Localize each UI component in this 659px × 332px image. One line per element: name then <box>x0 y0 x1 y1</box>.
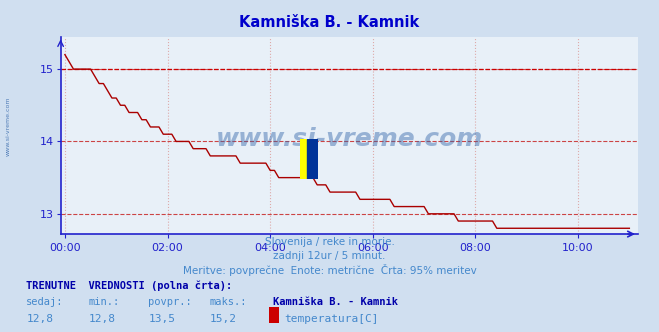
Text: min.:: min.: <box>89 297 120 307</box>
Text: temperatura[C]: temperatura[C] <box>285 314 379 324</box>
Text: 12,8: 12,8 <box>89 314 116 324</box>
Text: povpr.:: povpr.: <box>148 297 192 307</box>
Polygon shape <box>307 139 318 179</box>
Text: Slovenija / reke in morje.: Slovenija / reke in morje. <box>264 237 395 247</box>
Text: 12,8: 12,8 <box>26 314 53 324</box>
Text: www.si-vreme.com: www.si-vreme.com <box>215 127 483 151</box>
Text: Kamniška B. - Kamnik: Kamniška B. - Kamnik <box>273 297 399 307</box>
Text: 15,2: 15,2 <box>210 314 237 324</box>
Text: www.si-vreme.com: www.si-vreme.com <box>5 96 11 156</box>
Text: 13,5: 13,5 <box>148 314 175 324</box>
Text: Kamniška B. - Kamnik: Kamniška B. - Kamnik <box>239 15 420 30</box>
Text: Meritve: povprečne  Enote: metrične  Črta: 95% meritev: Meritve: povprečne Enote: metrične Črta:… <box>183 264 476 276</box>
Text: maks.:: maks.: <box>210 297 247 307</box>
Text: sedaj:: sedaj: <box>26 297 64 307</box>
Polygon shape <box>300 139 311 179</box>
Text: TRENUTNE  VREDNOSTI (polna črta):: TRENUTNE VREDNOSTI (polna črta): <box>26 281 233 291</box>
Text: zadnji 12ur / 5 minut.: zadnji 12ur / 5 minut. <box>273 251 386 261</box>
